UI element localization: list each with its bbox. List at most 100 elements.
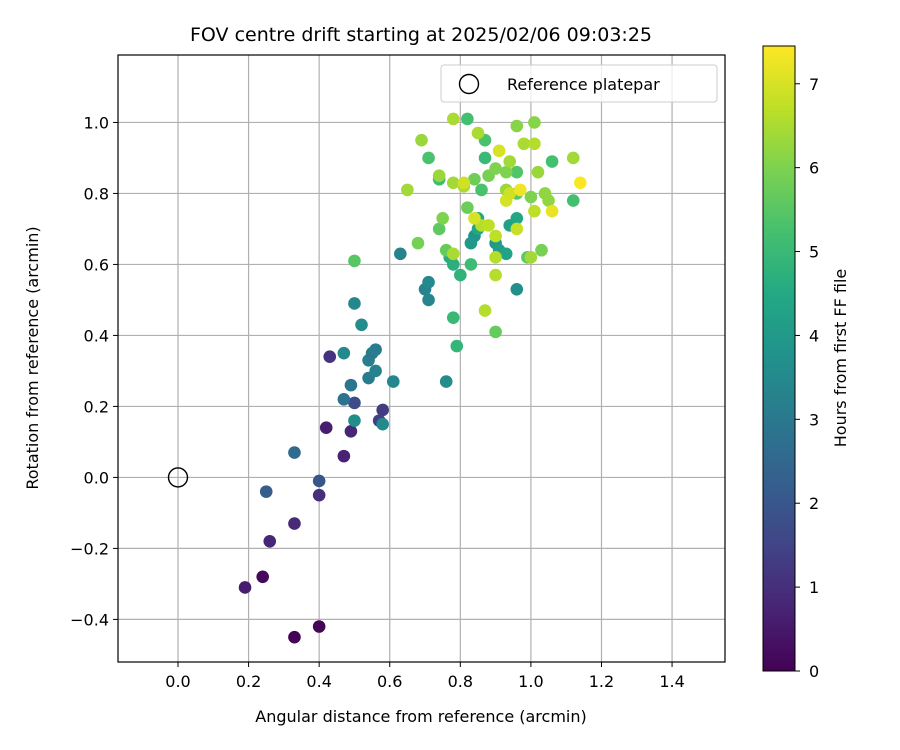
x-tick-label: 0.2 bbox=[236, 672, 261, 691]
data-point bbox=[528, 204, 541, 218]
data-point bbox=[446, 311, 460, 324]
data-point bbox=[461, 201, 474, 214]
data-point bbox=[524, 190, 538, 204]
data-point bbox=[432, 222, 446, 236]
colorbar-tick-label: 7 bbox=[809, 75, 819, 94]
data-point bbox=[489, 251, 502, 264]
colorbar-ticks: 0 1 2 3 4 5 6 7 bbox=[795, 75, 819, 681]
colorbar-tick-label: 0 bbox=[809, 662, 819, 681]
data-point bbox=[492, 144, 506, 158]
data-points bbox=[238, 112, 587, 644]
data-point bbox=[312, 620, 326, 633]
data-point bbox=[422, 275, 435, 289]
data-point bbox=[482, 219, 495, 232]
data-point bbox=[411, 236, 425, 250]
reference-platepar-marker bbox=[167, 467, 189, 488]
data-point bbox=[489, 162, 502, 175]
x-tick-label: 0.4 bbox=[306, 672, 331, 691]
legend: Reference platepar bbox=[440, 64, 718, 103]
legend-label: Reference platepar bbox=[507, 75, 660, 94]
data-point bbox=[510, 282, 524, 296]
data-point bbox=[478, 151, 492, 165]
data-point bbox=[514, 183, 527, 197]
data-point bbox=[545, 204, 559, 218]
chart-title: FOV centre drift starting at 2025/02/06 … bbox=[190, 24, 652, 46]
data-point bbox=[510, 165, 524, 179]
y-axis-label: Rotation from reference (arcmin) bbox=[23, 226, 42, 489]
y-tick-label: −0.4 bbox=[70, 610, 109, 629]
data-point bbox=[499, 165, 513, 179]
data-point bbox=[348, 254, 361, 268]
data-point bbox=[319, 421, 333, 435]
y-tick-label: 0.6 bbox=[84, 255, 109, 274]
colorbar-label: Hours from first FF file bbox=[831, 269, 850, 448]
data-point bbox=[259, 485, 273, 498]
data-point bbox=[566, 194, 580, 207]
grid bbox=[118, 55, 725, 662]
data-point bbox=[510, 222, 524, 236]
data-point bbox=[566, 151, 580, 165]
y-axis-ticks: −0.4 −0.2 0.0 0.2 0.4 0.6 0.8 1.0 bbox=[70, 113, 118, 629]
data-point bbox=[528, 116, 541, 129]
data-point bbox=[446, 247, 460, 261]
data-point bbox=[464, 258, 478, 271]
data-point bbox=[369, 343, 382, 356]
data-point bbox=[510, 119, 524, 133]
data-point bbox=[348, 297, 361, 310]
data-point bbox=[542, 194, 555, 207]
data-point bbox=[394, 247, 407, 261]
data-point bbox=[461, 112, 474, 126]
data-point bbox=[499, 247, 513, 261]
y-tick-label: 0.8 bbox=[84, 184, 109, 203]
data-point bbox=[478, 304, 492, 317]
data-point bbox=[439, 375, 453, 388]
x-tick-label: 1.2 bbox=[589, 672, 614, 691]
x-axis-label: Angular distance from reference (arcmin) bbox=[255, 707, 586, 726]
data-point bbox=[517, 137, 531, 151]
y-tick-label: 1.0 bbox=[84, 113, 109, 132]
data-point bbox=[376, 417, 389, 431]
colorbar-tick-label: 2 bbox=[809, 494, 819, 513]
data-point bbox=[531, 165, 545, 179]
data-point bbox=[263, 535, 277, 548]
data-point bbox=[574, 176, 587, 190]
data-point bbox=[401, 183, 414, 197]
data-point bbox=[545, 155, 559, 168]
data-point bbox=[337, 393, 351, 406]
colorbar-tick-label: 6 bbox=[809, 159, 819, 178]
data-point bbox=[464, 236, 478, 250]
data-point bbox=[348, 396, 361, 410]
data-point bbox=[535, 243, 548, 257]
legend-box bbox=[440, 64, 718, 103]
x-tick-label: 0.8 bbox=[448, 672, 473, 691]
x-axis-ticks: 0.0 0.2 0.4 0.6 0.8 1.0 1.2 1.4 bbox=[165, 662, 685, 691]
data-point bbox=[503, 155, 517, 168]
data-point bbox=[489, 229, 502, 243]
legend-open-circle-marker bbox=[458, 73, 480, 95]
data-point bbox=[348, 414, 361, 427]
data-point bbox=[369, 364, 382, 378]
data-point bbox=[503, 187, 517, 200]
y-tick-label: −0.2 bbox=[70, 539, 109, 558]
data-point bbox=[422, 293, 435, 307]
data-point bbox=[446, 258, 460, 271]
colorbar-tick-label: 5 bbox=[809, 243, 819, 262]
colorbar: 0 1 2 3 4 5 6 7 Hours from first FF file bbox=[762, 45, 850, 681]
x-tick-label: 0.6 bbox=[377, 672, 402, 691]
data-point bbox=[337, 449, 351, 463]
data-point bbox=[489, 268, 502, 282]
data-point bbox=[288, 517, 301, 530]
plot-background bbox=[118, 55, 725, 662]
data-point bbox=[312, 488, 326, 502]
y-tick-label: 0.4 bbox=[84, 326, 109, 345]
x-tick-label: 0.0 bbox=[165, 672, 190, 691]
data-point bbox=[446, 176, 460, 190]
data-point bbox=[256, 570, 269, 584]
data-point bbox=[446, 112, 460, 126]
y-tick-label: 0.0 bbox=[84, 468, 109, 487]
colorbar-tick-label: 4 bbox=[809, 326, 819, 345]
data-point bbox=[312, 474, 326, 488]
data-point bbox=[489, 325, 502, 339]
colorbar-gradient bbox=[762, 45, 796, 672]
